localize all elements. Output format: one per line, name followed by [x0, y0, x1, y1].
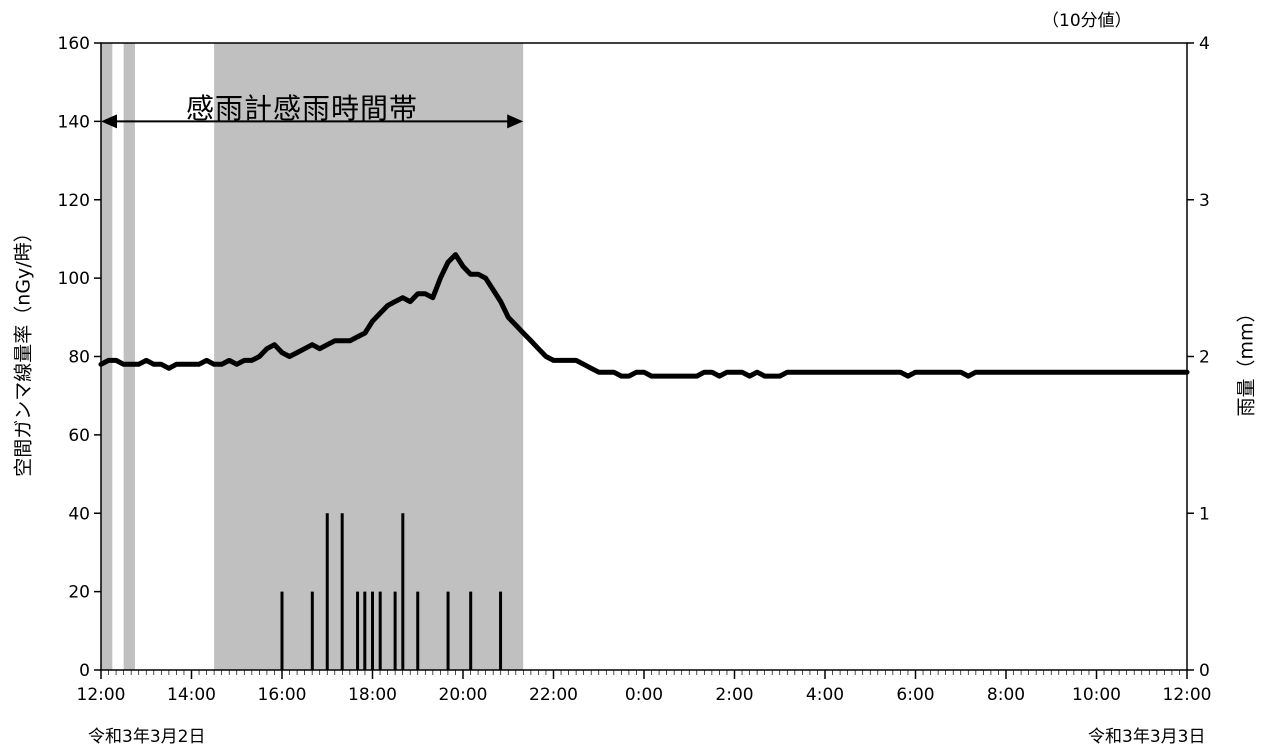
- x-tick-label: 6:00: [896, 685, 934, 705]
- y-right-tick-label: 4: [1199, 34, 1210, 54]
- y-left-tick-label: 0: [79, 661, 90, 681]
- y-left-tick-label: 60: [68, 426, 90, 446]
- rain-bar-13: [499, 591, 503, 670]
- y-axis-right-label: 雨量（mm）: [1235, 303, 1258, 417]
- x-tick-label: 16:00: [258, 685, 307, 705]
- rain-band-2: [214, 43, 524, 670]
- rain-band-label: 感雨計感雨時間帯: [186, 92, 419, 125]
- y-left-tick-label: 80: [68, 348, 90, 368]
- y-left-tick-label: 120: [58, 191, 90, 211]
- rain-arrow-head-right: [507, 114, 524, 129]
- y-right-tick-label: 2: [1199, 348, 1210, 368]
- rain-bar-7: [378, 591, 382, 670]
- rain-bar-0: [280, 591, 284, 670]
- rain-band-0: [101, 43, 113, 670]
- y-right-tick-label: 1: [1199, 504, 1210, 524]
- y-left-tick-label: 20: [68, 583, 90, 603]
- x-tick-label: 22:00: [529, 685, 578, 705]
- rain-bar-10: [416, 591, 420, 670]
- rain-bar-9: [401, 513, 405, 670]
- x-tick-label: 8:00: [987, 685, 1025, 705]
- y-right-tick-label: 3: [1199, 191, 1210, 211]
- y-left-tick-label: 140: [58, 112, 90, 132]
- x-tick-label: 12:00: [77, 685, 126, 705]
- x-tick-label: 4:00: [806, 685, 844, 705]
- y-axis-left-label: 空間ガンマ線量率（nGy/時）: [12, 223, 35, 477]
- rain-arrow-head-left: [101, 114, 117, 129]
- y-left-tick-label: 40: [68, 504, 90, 524]
- rain-bar-12: [469, 591, 473, 670]
- x-tick-label: 0:00: [625, 685, 663, 705]
- rain-bar-5: [363, 591, 367, 670]
- rain-bar-4: [356, 591, 360, 670]
- dose-rate-line: [98, 252, 1190, 379]
- rain-band-1: [123, 43, 135, 670]
- rain-bar-2: [325, 513, 329, 670]
- x-tick-label: 2:00: [715, 685, 753, 705]
- x-tick-label: 18:00: [348, 685, 397, 705]
- rain-bar-11: [446, 591, 450, 670]
- y-left-tick-label: 160: [58, 34, 90, 54]
- y-right-tick-label: 0: [1199, 661, 1210, 681]
- x-tick-label: 20:00: [439, 685, 488, 705]
- rain-bar-1: [310, 591, 314, 670]
- interval-note: （10分値）: [1042, 11, 1132, 31]
- rain-bar-3: [340, 513, 344, 670]
- x-tick-label: 12:00: [1163, 685, 1212, 705]
- rain-bar-6: [371, 591, 374, 670]
- x-tick-label: 10:00: [1072, 685, 1121, 705]
- y-left-tick-label: 100: [58, 269, 90, 289]
- date-start-label: 令和3年3月2日: [88, 727, 206, 747]
- x-tick-label: 14:00: [167, 685, 216, 705]
- rain-bar-8: [393, 591, 397, 670]
- date-end-label: 令和3年3月3日: [1088, 727, 1206, 747]
